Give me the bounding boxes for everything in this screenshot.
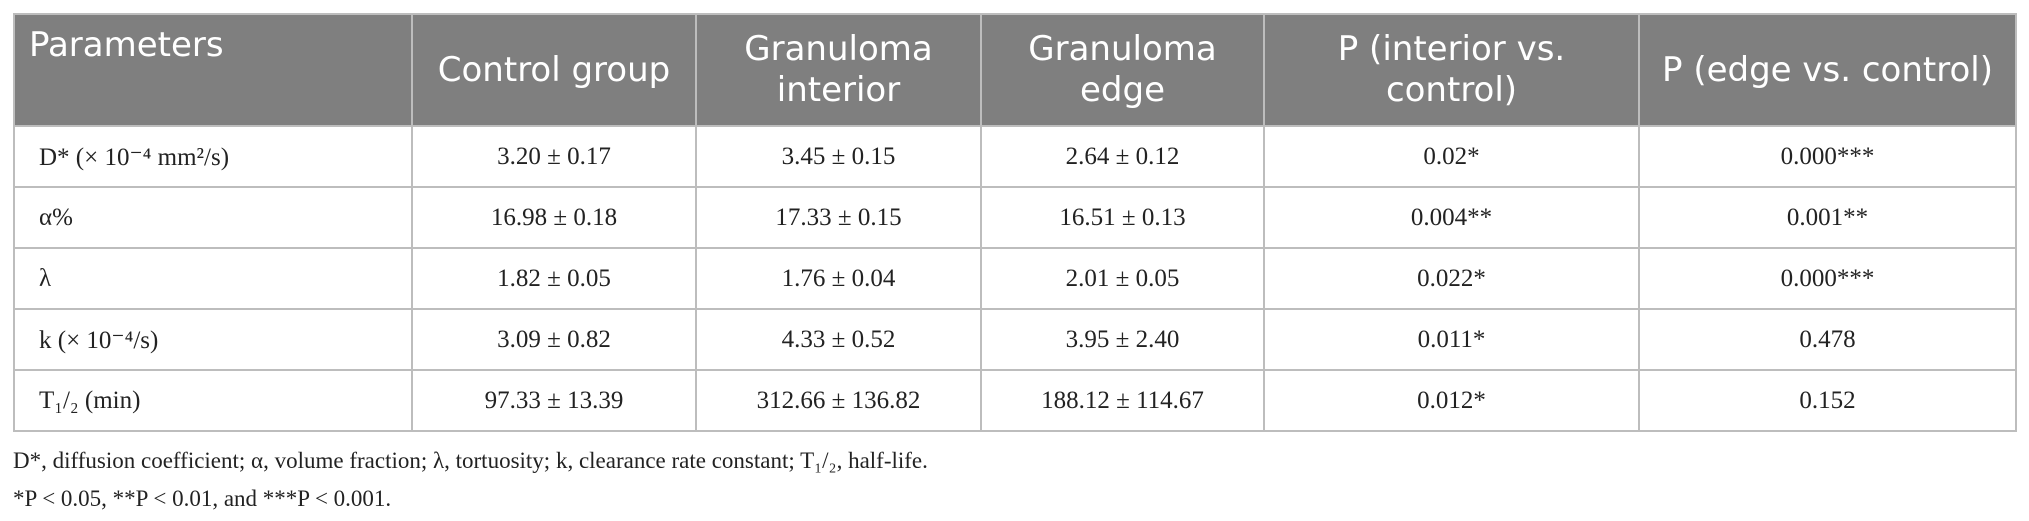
table-cell: D* (× 10⁻⁴ mm²/s): [13, 125, 413, 188]
table-cell: 0.478: [1638, 308, 2017, 371]
table-cell: 188.12 ± 114.67: [980, 369, 1265, 432]
header-cell: Granuloma edge: [980, 13, 1265, 127]
table-cell: 3.45 ± 0.15: [695, 125, 982, 188]
table-cell: T₁/₂ (min): [13, 369, 413, 432]
table-cell: 17.33 ± 0.15: [695, 186, 982, 249]
table-cell: 312.66 ± 136.82: [695, 369, 982, 432]
table-cell: 0.001**: [1638, 186, 2017, 249]
header-cell: Parameters: [13, 13, 413, 127]
table-cell: 3.09 ± 0.82: [411, 308, 697, 371]
table-cell: 2.64 ± 0.12: [980, 125, 1265, 188]
table-cell: 16.98 ± 0.18: [411, 186, 697, 249]
table-cell: 16.51 ± 0.13: [980, 186, 1265, 249]
table-cell: 0.000***: [1638, 125, 2017, 188]
table-cell: 3.20 ± 0.17: [411, 125, 697, 188]
header-cell: Granuloma interior: [695, 13, 982, 127]
table-cell: α%: [13, 186, 413, 249]
table-cell: k (× 10⁻⁴/s): [13, 308, 413, 371]
table-cell: 1.76 ± 0.04: [695, 247, 982, 310]
table-cell: 0.022*: [1263, 247, 1640, 310]
table-cell: 0.152: [1638, 369, 2017, 432]
header-row: Parameters Control group Granuloma interio…: [13, 13, 2017, 127]
header-cell: Control group: [411, 13, 697, 127]
table-cell: 97.33 ± 13.39: [411, 369, 697, 432]
footnote: D*, diffusion coefficient; α, volume fra…: [13, 448, 928, 473]
table-cell: 0.000***: [1638, 247, 2017, 310]
table-cell: 3.95 ± 2.40: [980, 308, 1265, 371]
table-body: D* (× 10⁻⁴ mm²/s) 3.20 ± 0.17 3.45 ± 0.15 2…: [13, 125, 2017, 432]
table-cell: λ: [13, 247, 413, 310]
data-table: Parameters Control group Granuloma interio…: [13, 13, 2017, 432]
table-cell: 4.33 ± 0.52: [695, 308, 982, 371]
table-row: T₁/₂ (min) 97.33 ± 13.39 312.66 ± 136.82 18…: [13, 369, 2017, 432]
table-cell: 2.01 ± 0.05: [980, 247, 1265, 310]
table-cell: 0.011*: [1263, 308, 1640, 371]
table-row: α% 16.98 ± 0.18 17.33 ± 0.15 16.51 ± 0.13 0.…: [13, 186, 2017, 249]
table-row: λ 1.82 ± 0.05 1.76 ± 0.04 2.01 ± 0.05 0.022*…: [13, 247, 2017, 310]
table-row: k (× 10⁻⁴/s) 3.09 ± 0.82 4.33 ± 0.52 3.95 ±…: [13, 308, 2017, 371]
table-cell: 1.82 ± 0.05: [411, 247, 697, 310]
footnote: *P < 0.05, **P < 0.01, and ***P < 0.001.: [13, 486, 392, 511]
header-cell: P (interior vs. control): [1263, 13, 1640, 127]
table-cell: 0.004**: [1263, 186, 1640, 249]
header-cell: P (edge vs. control): [1638, 13, 2017, 127]
table-cell: 0.02*: [1263, 125, 1640, 188]
table-row: D* (× 10⁻⁴ mm²/s) 3.20 ± 0.17 3.45 ± 0.15 2…: [13, 125, 2017, 188]
table-cell: 0.012*: [1263, 369, 1640, 432]
